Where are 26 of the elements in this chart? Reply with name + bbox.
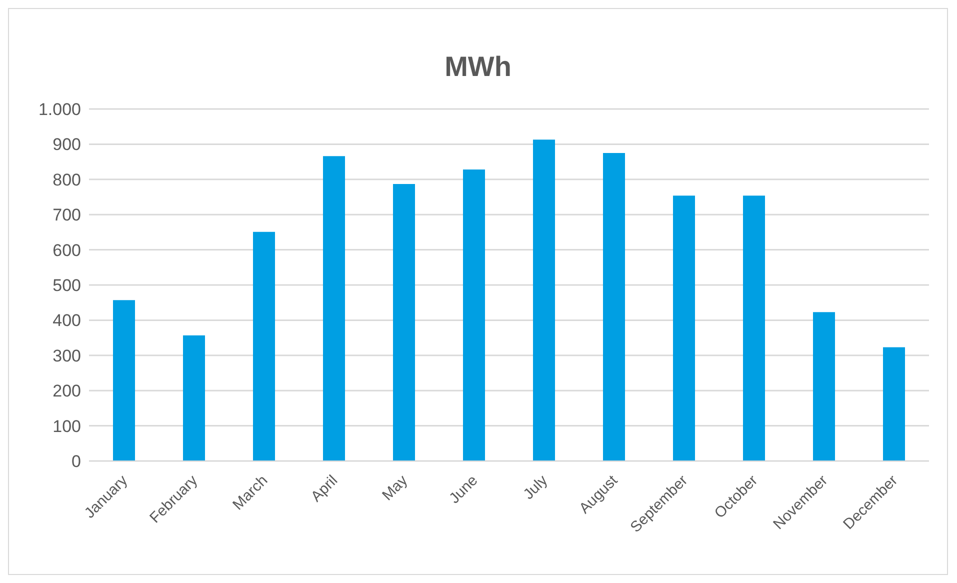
x-tick-label: July xyxy=(520,472,552,503)
bar xyxy=(883,347,905,461)
bar xyxy=(603,153,625,461)
y-tick-label: 300 xyxy=(52,346,81,366)
bar xyxy=(113,300,135,461)
bar xyxy=(533,140,555,461)
y-tick-label: 400 xyxy=(52,311,81,330)
y-tick-label: 900 xyxy=(52,135,81,154)
y-tick-label: 200 xyxy=(52,382,81,401)
bar xyxy=(393,184,415,461)
y-tick-label: 500 xyxy=(52,276,81,296)
bar xyxy=(323,156,345,461)
bar xyxy=(183,335,205,461)
bar xyxy=(673,196,695,461)
chart-title: MWh xyxy=(444,51,512,84)
bar xyxy=(813,312,835,461)
y-tick-label: 0 xyxy=(72,452,81,472)
bar xyxy=(253,232,275,461)
y-tick-label: 700 xyxy=(52,206,81,225)
x-tick-label: May xyxy=(379,472,412,504)
y-tick-label: 100 xyxy=(52,416,81,436)
y-tick-label: 600 xyxy=(52,240,81,260)
y-tick-label: 800 xyxy=(52,170,81,190)
bar xyxy=(743,196,765,461)
y-tick-label: 1.000 xyxy=(38,100,81,120)
bar xyxy=(463,170,485,461)
